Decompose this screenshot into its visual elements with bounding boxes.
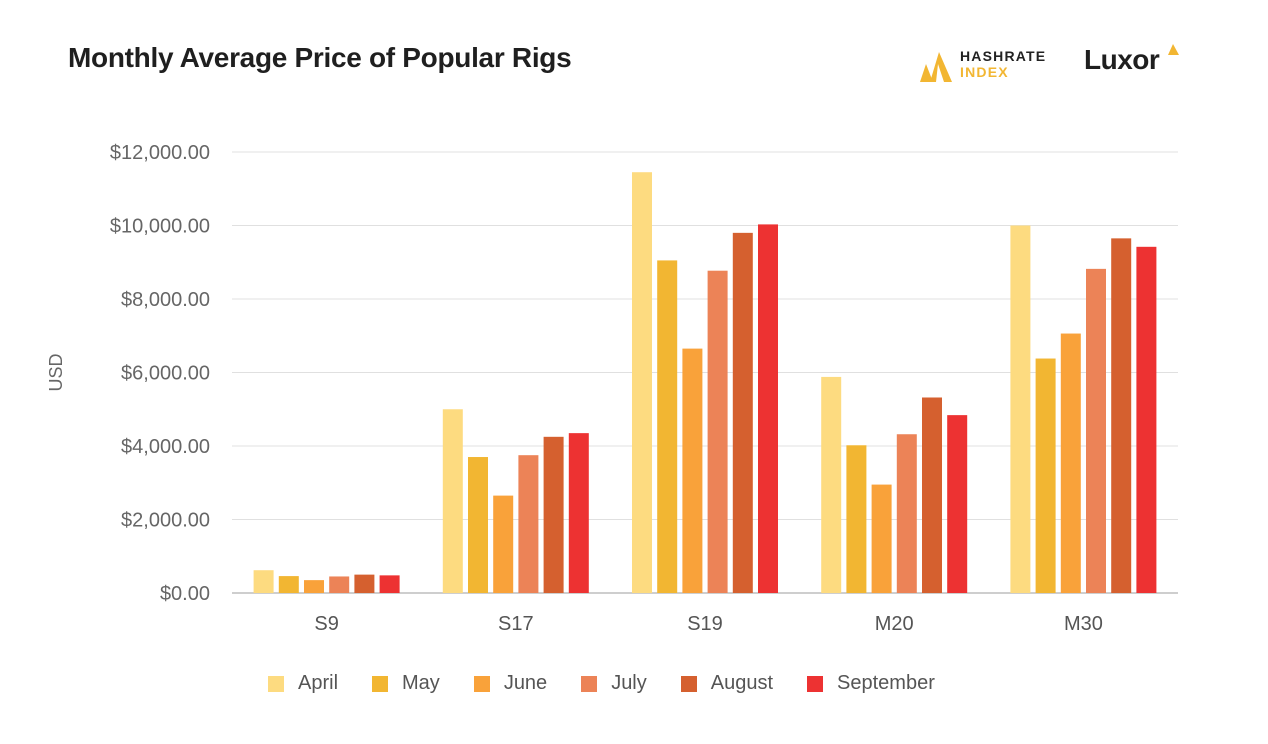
legend-label: September	[837, 672, 935, 694]
hashrate-label: HASHRATE	[960, 48, 1047, 64]
bar-m20-august	[922, 397, 942, 593]
bar-s9-september	[379, 575, 400, 593]
hashrate-index-logo: HASHRATE INDEX	[918, 46, 1058, 86]
x-tick-label: M30	[1064, 613, 1103, 635]
bar-s19-april	[632, 172, 652, 593]
y-tick-label: $6,000.00	[121, 363, 210, 385]
y-tick-label: $2,000.00	[121, 510, 210, 532]
legend-label: May	[402, 672, 440, 694]
legend-item-may: May	[372, 672, 440, 695]
y-tick-label: $4,000.00	[121, 436, 210, 458]
x-tick-label: S9	[314, 613, 338, 635]
x-tick-label: S19	[687, 613, 723, 635]
bar-s19-august	[732, 232, 753, 593]
bar-s19-may	[657, 260, 678, 593]
y-tick-label: $10,000.00	[110, 216, 210, 238]
luxor-mark-icon	[1168, 44, 1179, 55]
legend-item-april: April	[268, 672, 338, 695]
bar-s17-september	[568, 433, 589, 593]
bar-m30-may	[1035, 358, 1056, 593]
bar-s17-june	[493, 495, 514, 593]
bar-s17-july	[518, 455, 539, 593]
x-tick-label: M20	[875, 613, 914, 635]
legend-label: April	[298, 672, 339, 694]
y-tick-label: $0.00	[160, 583, 210, 605]
luxor-label: Luxor	[1084, 44, 1160, 75]
bar-m20-june	[871, 484, 892, 593]
bar-s9-may	[278, 576, 299, 593]
luxor-logo: Luxor	[1084, 44, 1179, 76]
legend-label: August	[710, 672, 774, 694]
legend-swatch	[807, 675, 824, 692]
bar-s17-may	[468, 457, 488, 593]
bar-s19-june	[682, 348, 703, 593]
x-tick-label: S17	[498, 613, 534, 635]
legend-swatch	[372, 675, 389, 692]
legend-label: July	[611, 672, 647, 694]
bar-m20-may	[846, 445, 867, 593]
y-tick-label: $8,000.00	[121, 289, 210, 311]
legend-swatch	[268, 675, 284, 692]
legend-swatch	[581, 675, 598, 692]
bar-m30-september	[1136, 246, 1157, 593]
index-label: INDEX	[960, 64, 1009, 80]
bar-m20-september	[947, 415, 968, 593]
y-tick-label: $12,000.00	[110, 142, 210, 164]
legend-item-august: August	[680, 672, 774, 695]
bar-m20-april	[821, 376, 842, 593]
legend-item-june: June	[473, 672, 548, 695]
legend-swatch	[680, 675, 697, 692]
legend-item-july: July	[581, 672, 647, 695]
chart-title: Monthly Average Price of Popular Rigs	[68, 42, 572, 73]
bar-m30-april	[1010, 225, 1031, 593]
legend-swatch	[473, 675, 490, 692]
bar-s19-september	[758, 224, 778, 593]
legend-item-september: September	[807, 672, 935, 695]
bar-m30-august	[1111, 238, 1132, 594]
bar-s9-june	[304, 580, 324, 593]
hashrate-index-mark-icon	[920, 52, 952, 82]
legend: April May June July August September	[268, 672, 969, 695]
bar-s9-april	[253, 570, 274, 593]
bar-s17-august	[543, 436, 564, 593]
y-axis-label: USD	[46, 353, 66, 391]
bar-s9-august	[354, 574, 375, 593]
bar-s17-april	[442, 409, 463, 593]
bar-m30-june	[1060, 333, 1081, 593]
bar-m20-july	[896, 434, 917, 593]
legend-label: June	[503, 672, 548, 694]
bar-s19-july	[707, 270, 728, 593]
bar-m30-july	[1086, 268, 1106, 593]
bar-s9-july	[329, 576, 350, 593]
